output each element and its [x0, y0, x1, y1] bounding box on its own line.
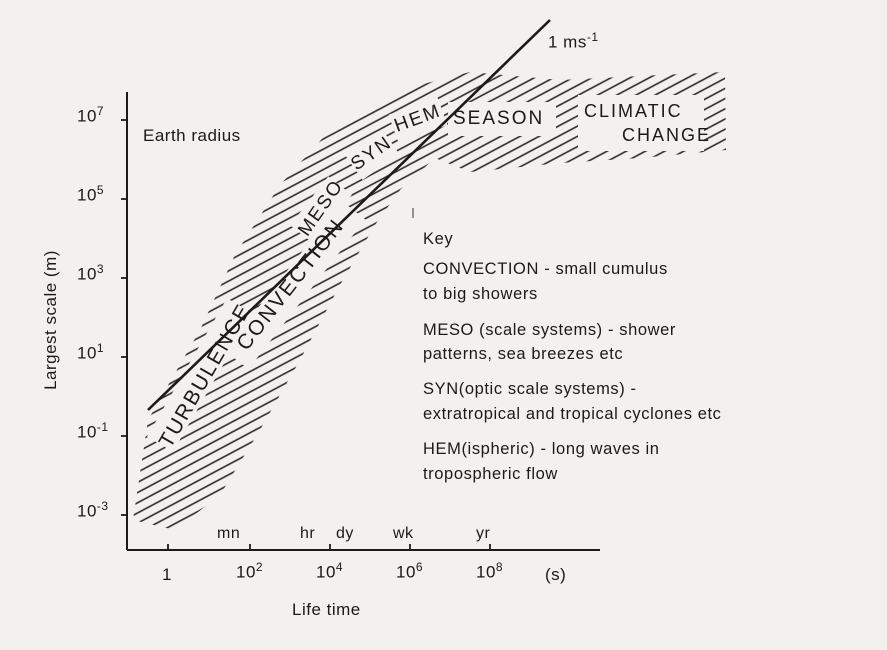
key-line: MESO (scale systems) - shower — [423, 321, 677, 339]
x-unit-label: (s) — [545, 565, 567, 584]
x-tick-label: 108 — [476, 560, 504, 582]
time-mark: hr — [300, 525, 316, 542]
hatched-band — [133, 72, 726, 530]
key-line: to big showers — [423, 285, 538, 303]
key-line: tropospheric flow — [423, 465, 558, 483]
key-line: SYN(optic scale systems) - — [423, 380, 637, 398]
change-label: CHANGE — [622, 125, 712, 145]
y-tick-label: 10-1 — [77, 420, 109, 442]
time-mark: yr — [476, 525, 491, 542]
x-axis-label: Life time — [292, 600, 361, 619]
key-title: Key — [423, 230, 454, 248]
key-line: CONVECTION - small cumulus — [423, 260, 668, 278]
y-tick-label: 103 — [77, 262, 105, 284]
y-tick-label: 101 — [77, 341, 105, 363]
time-mark: wk — [393, 525, 414, 542]
x-tick-label: 104 — [316, 560, 344, 582]
velocity-line — [147, 19, 551, 411]
time-mark: dy — [336, 525, 354, 542]
x-tick-marks — [167, 544, 491, 550]
y-tick-label: 107 — [77, 104, 105, 126]
x-tick-label: 1 — [162, 565, 172, 584]
y-tick-label: 105 — [77, 183, 105, 205]
time-mark: mn — [217, 525, 241, 542]
earth-radius-label: Earth radius — [143, 126, 241, 145]
velocity-line-label: 1 ms-1 — [548, 30, 599, 52]
climatic-label: CLIMATIC — [584, 101, 683, 121]
y-axis-label: Largest scale (m) — [41, 250, 60, 390]
key-line: HEM(ispheric) - long waves in — [423, 440, 660, 458]
season-label: SEASON — [453, 108, 545, 129]
x-tick-label: 102 — [236, 560, 264, 582]
x-tick-label: 106 — [396, 560, 424, 582]
key-line: extratropical and tropical cyclones etc — [423, 405, 722, 423]
label-backgrounds — [147, 95, 704, 452]
y-tick-label: 10-3 — [77, 499, 109, 521]
key-line: patterns, sea breezes etc — [423, 345, 624, 363]
y-tick-marks — [121, 119, 127, 516]
